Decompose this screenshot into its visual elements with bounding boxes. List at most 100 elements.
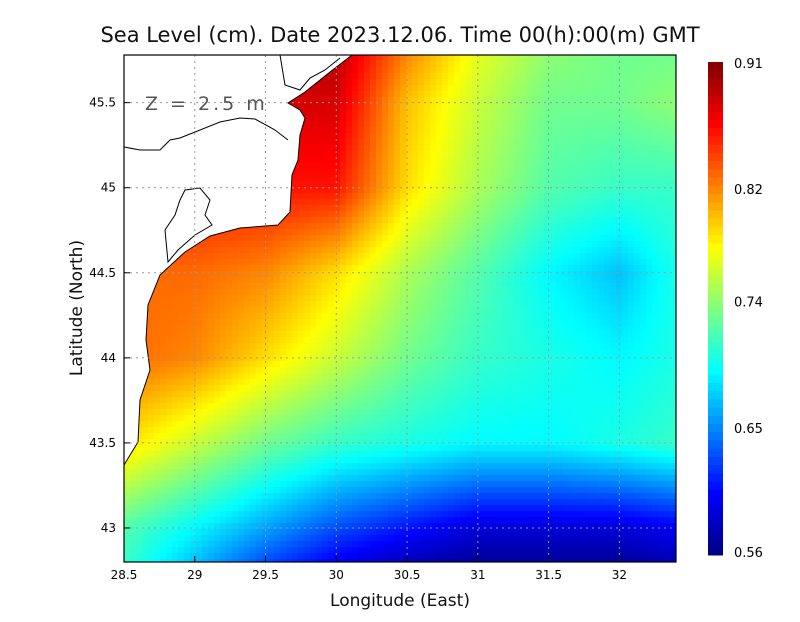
heatmap-cell [148, 379, 155, 386]
heatmap-cell [616, 265, 623, 272]
heatmap-cell [202, 337, 209, 344]
heatmap-cell [604, 151, 611, 158]
heatmap-cell [382, 337, 389, 344]
heatmap-cell [310, 259, 317, 266]
heatmap-cell [376, 265, 383, 272]
heatmap-cell [478, 229, 485, 236]
heatmap-cell [220, 343, 227, 350]
heatmap-cell [580, 211, 587, 218]
heatmap-cell [616, 355, 623, 362]
heatmap-cell [400, 91, 407, 98]
heatmap-cell [316, 157, 323, 164]
heatmap-cell [292, 367, 299, 374]
heatmap-cell [568, 373, 575, 380]
heatmap-cell [208, 235, 215, 242]
heatmap-cell [628, 103, 635, 110]
heatmap-cell [310, 235, 317, 242]
heatmap-cell [424, 79, 431, 86]
heatmap-cell [640, 265, 647, 272]
heatmap-cell [562, 277, 569, 284]
heatmap-cell [544, 79, 551, 86]
heatmap-cell [394, 181, 401, 188]
heatmap-cell [658, 253, 665, 260]
heatmap-cell [592, 289, 599, 296]
heatmap-cell [664, 133, 671, 140]
heatmap-cell [274, 307, 281, 314]
heatmap-cell [310, 355, 317, 362]
heatmap-cell [604, 241, 611, 248]
heatmap-cell [568, 367, 575, 374]
heatmap-cell [382, 265, 389, 272]
heatmap-cell [394, 145, 401, 152]
heatmap-cell [322, 85, 329, 92]
heatmap-cell [484, 349, 491, 356]
heatmap-cell [610, 157, 617, 164]
heatmap-cell [634, 241, 641, 248]
heatmap-cell [286, 295, 293, 302]
heatmap-cell [646, 211, 653, 218]
heatmap-cell [496, 133, 503, 140]
heatmap-cell [538, 67, 545, 74]
heatmap-cell [472, 67, 479, 74]
heatmap-cell [238, 229, 245, 236]
heatmap-cell [562, 103, 569, 110]
heatmap-cell [634, 265, 641, 272]
heatmap-cell [628, 61, 635, 68]
heatmap-cell [316, 121, 323, 128]
heatmap-cell [610, 133, 617, 140]
heatmap-cell [388, 145, 395, 152]
heatmap-cell [436, 103, 443, 110]
heatmap-cell [526, 313, 533, 320]
heatmap-cell [520, 205, 527, 212]
heatmap-cell [400, 133, 407, 140]
heatmap-cell [436, 337, 443, 344]
heatmap-cell [442, 331, 449, 338]
heatmap-cell [640, 187, 647, 194]
heatmap-cell [394, 337, 401, 344]
heatmap-cell [412, 349, 419, 356]
heatmap-cell [448, 121, 455, 128]
heatmap-cell [460, 85, 467, 92]
heatmap-cell [418, 235, 425, 242]
heatmap-cell [562, 157, 569, 164]
heatmap-cell [226, 271, 233, 278]
heatmap-cell [640, 271, 647, 278]
heatmap-cell [268, 289, 275, 296]
heatmap-cell [514, 211, 521, 218]
heatmap-cell [520, 127, 527, 134]
heatmap-cell [604, 343, 611, 350]
heatmap-cell [496, 289, 503, 296]
heatmap-cell [658, 319, 665, 326]
heatmap-cell [484, 85, 491, 92]
heatmap-cell [268, 307, 275, 314]
heatmap-cell [184, 307, 191, 314]
heatmap-cell [658, 367, 665, 374]
heatmap-cell [178, 337, 185, 344]
heatmap-cell [256, 349, 263, 356]
heatmap-cell [340, 229, 347, 236]
heatmap-cell [430, 247, 437, 254]
heatmap-cell [658, 79, 665, 86]
heatmap-cell [586, 151, 593, 158]
heatmap-cell [616, 289, 623, 296]
heatmap-cell [358, 313, 365, 320]
heatmap-cell [478, 295, 485, 302]
heatmap-cell [562, 283, 569, 290]
heatmap-cell [298, 145, 305, 152]
heatmap-cell [412, 235, 419, 242]
heatmap-cell [208, 307, 215, 314]
heatmap-cell [424, 241, 431, 248]
heatmap-cell [448, 223, 455, 230]
heatmap-cell [484, 319, 491, 326]
heatmap-cell [256, 367, 263, 374]
heatmap-cell [220, 289, 227, 296]
heatmap-cell [412, 343, 419, 350]
heatmap-cell [256, 337, 263, 344]
heatmap-cell [310, 169, 317, 176]
heatmap-cell [382, 253, 389, 260]
heatmap-cell [298, 175, 305, 182]
heatmap-cell [610, 73, 617, 80]
heatmap-cell [352, 295, 359, 302]
heatmap-cell [400, 97, 407, 104]
heatmap-cell [604, 223, 611, 230]
